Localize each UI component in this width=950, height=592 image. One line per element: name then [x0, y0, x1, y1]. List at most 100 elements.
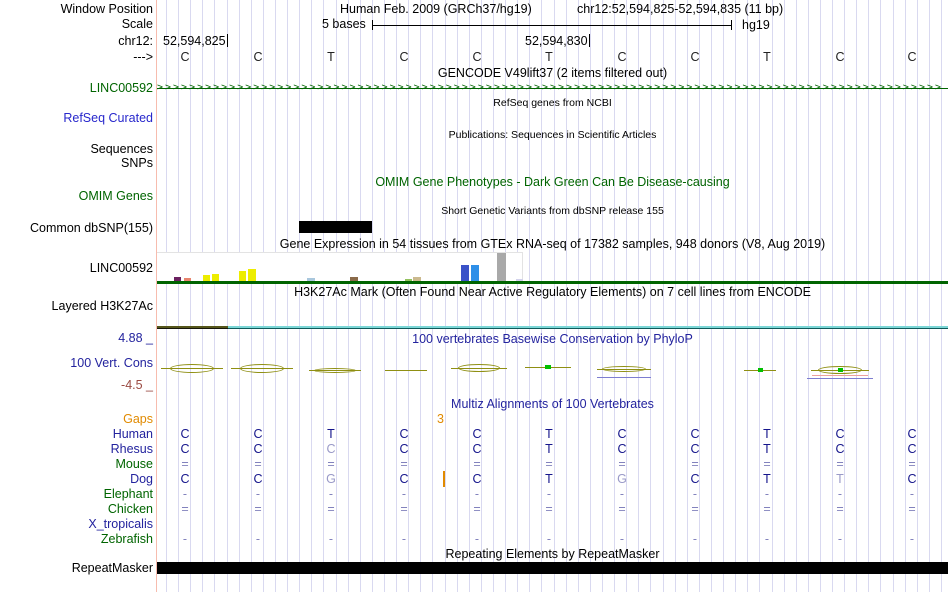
multiz-base-elephant[interactable]: - [182, 487, 188, 501]
multiz-base-human[interactable]: C [253, 427, 263, 441]
track-label-sequences[interactable]: Sequences [90, 142, 153, 156]
track-label-gaps[interactable]: Gaps [123, 412, 153, 426]
track-label-dog[interactable]: Dog [130, 472, 153, 486]
multiz-base-chicken[interactable]: = [254, 502, 262, 516]
multiz-base-mouse[interactable]: = [763, 457, 771, 471]
multiz-base-chicken[interactable]: = [545, 502, 553, 516]
track-label-omim-genes[interactable]: OMIM Genes [78, 189, 153, 203]
phylop-underline-purple[interactable] [807, 378, 873, 379]
multiz-base-elephant[interactable]: - [837, 487, 843, 501]
multiz-base-rhesus[interactable]: C [399, 442, 409, 456]
gtex-expression-bar[interactable] [471, 265, 479, 281]
multiz-base-rhesus[interactable]: C [617, 442, 627, 456]
multiz-base-dog[interactable]: C [180, 472, 190, 486]
multiz-base-human[interactable]: T [763, 427, 771, 441]
multiz-base-elephant[interactable]: - [474, 487, 480, 501]
multiz-base-zebrafish[interactable]: - [255, 532, 261, 546]
gtex-expression-bar[interactable] [350, 277, 358, 281]
multiz-base-elephant[interactable]: - [401, 487, 407, 501]
track-label-linc00592[interactable]: LINC00592 [89, 81, 153, 95]
multiz-base-chicken[interactable]: = [327, 502, 335, 516]
multiz-base-elephant[interactable]: - [909, 487, 915, 501]
ruler-base[interactable]: T [545, 50, 553, 64]
ruler-base[interactable]: T [327, 50, 335, 64]
multiz-base-zebrafish[interactable]: - [692, 532, 698, 546]
multiz-base-mouse[interactable]: = [836, 457, 844, 471]
track-label-layered-h3k27ac[interactable]: Layered H3K27Ac [51, 299, 153, 313]
track-label-chr12[interactable]: chr12: [118, 34, 153, 48]
multiz-base-zebrafish[interactable]: - [182, 532, 188, 546]
multiz-base-elephant[interactable]: - [546, 487, 552, 501]
multiz-gap-count[interactable]: 3 [437, 412, 444, 426]
multiz-base-zebrafish[interactable]: - [546, 532, 552, 546]
multiz-base-elephant[interactable]: - [328, 487, 334, 501]
multiz-base-human[interactable]: C [180, 427, 190, 441]
multiz-base-dog[interactable]: T [763, 472, 771, 486]
multiz-base-mouse[interactable]: = [400, 457, 408, 471]
track-label-4-88[interactable]: 4.88 _ [118, 331, 153, 345]
phylop-positive-mark[interactable] [837, 368, 843, 372]
multiz-base-human[interactable]: C [907, 427, 917, 441]
multiz-base-dog[interactable]: C [690, 472, 700, 486]
gtex-expression-bar[interactable] [248, 269, 256, 281]
phylop-positive-mark[interactable] [545, 365, 551, 369]
ruler-base[interactable]: C [690, 50, 700, 64]
multiz-base-chicken[interactable]: = [691, 502, 699, 516]
multiz-base-chicken[interactable]: = [473, 502, 481, 516]
track-label-elephant[interactable]: Elephant [103, 487, 153, 501]
multiz-base-human[interactable]: C [399, 427, 409, 441]
multiz-base-elephant[interactable]: - [764, 487, 770, 501]
phylop-wiggle-line[interactable] [385, 370, 427, 371]
gtex-expression-bar[interactable] [239, 271, 246, 281]
track-label-mouse[interactable]: Mouse [115, 457, 153, 471]
phylop-wiggle-ellipse[interactable] [170, 363, 214, 373]
gtex-expression-bar[interactable] [203, 275, 210, 281]
multiz-base-mouse[interactable]: = [254, 457, 262, 471]
multiz-base-dog[interactable]: C [907, 472, 917, 486]
gtex-expression-bar[interactable] [307, 278, 315, 281]
multiz-base-dog[interactable]: C [399, 472, 409, 486]
multiz-base-elephant[interactable]: - [619, 487, 625, 501]
gtex-expression-bar[interactable] [174, 277, 181, 281]
multiz-base-dog[interactable]: T [836, 472, 844, 486]
multiz-base-human[interactable]: T [545, 427, 553, 441]
track-label-[interactable]: ---> [133, 50, 153, 64]
multiz-base-zebrafish[interactable]: - [764, 532, 770, 546]
phylop-underline-pink[interactable] [812, 375, 868, 376]
ruler-base[interactable]: C [617, 50, 627, 64]
multiz-base-rhesus[interactable]: C [180, 442, 190, 456]
phylop-underline-purple[interactable] [597, 377, 651, 378]
multiz-base-dog[interactable]: C [472, 472, 482, 486]
gtex-expression-bar[interactable] [405, 279, 412, 281]
track-label-linc00592[interactable]: LINC00592 [89, 261, 153, 275]
h3k27ac-signal-left-base[interactable] [157, 328, 228, 329]
multiz-base-dog[interactable]: C [253, 472, 263, 486]
dbsnp-variant-box[interactable] [299, 221, 372, 233]
phylop-wiggle-ellipse[interactable] [314, 367, 356, 373]
phylop-wiggle-ellipse[interactable] [602, 366, 646, 372]
phylop-wiggle-ellipse[interactable] [240, 363, 284, 373]
multiz-base-human[interactable]: C [472, 427, 482, 441]
multiz-base-mouse[interactable]: = [473, 457, 481, 471]
multiz-base-zebrafish[interactable]: - [619, 532, 625, 546]
gtex-expression-bar[interactable] [516, 279, 523, 281]
phylop-wiggle-ellipse[interactable] [458, 364, 500, 372]
multiz-base-chicken[interactable]: = [400, 502, 408, 516]
gencode-strand-arrows[interactable]: >>>>>>>>>>>>>>>>>>>>>>>>>>>>>>>>>>>>>>>>… [157, 83, 944, 93]
track-label-scale[interactable]: Scale [121, 17, 153, 31]
multiz-base-rhesus[interactable]: C [907, 442, 917, 456]
track-label-window-position[interactable]: Window Position [60, 2, 153, 16]
multiz-base-mouse[interactable]: = [618, 457, 626, 471]
h3k27ac-signal[interactable] [228, 326, 948, 328]
multiz-base-zebrafish[interactable]: - [474, 532, 480, 546]
ruler-base[interactable]: C [907, 50, 917, 64]
track-label-rhesus[interactable]: Rhesus [110, 442, 153, 456]
multiz-base-rhesus[interactable]: C [253, 442, 263, 456]
multiz-base-mouse[interactable]: = [327, 457, 335, 471]
ruler-base[interactable]: C [472, 50, 482, 64]
track-label-chicken[interactable]: Chicken [107, 502, 153, 516]
multiz-base-dog[interactable]: G [326, 472, 336, 486]
gtex-expression-bar[interactable] [212, 274, 219, 281]
multiz-base-mouse[interactable]: = [181, 457, 189, 471]
track-label-refseq-curated[interactable]: RefSeq Curated [63, 111, 153, 125]
